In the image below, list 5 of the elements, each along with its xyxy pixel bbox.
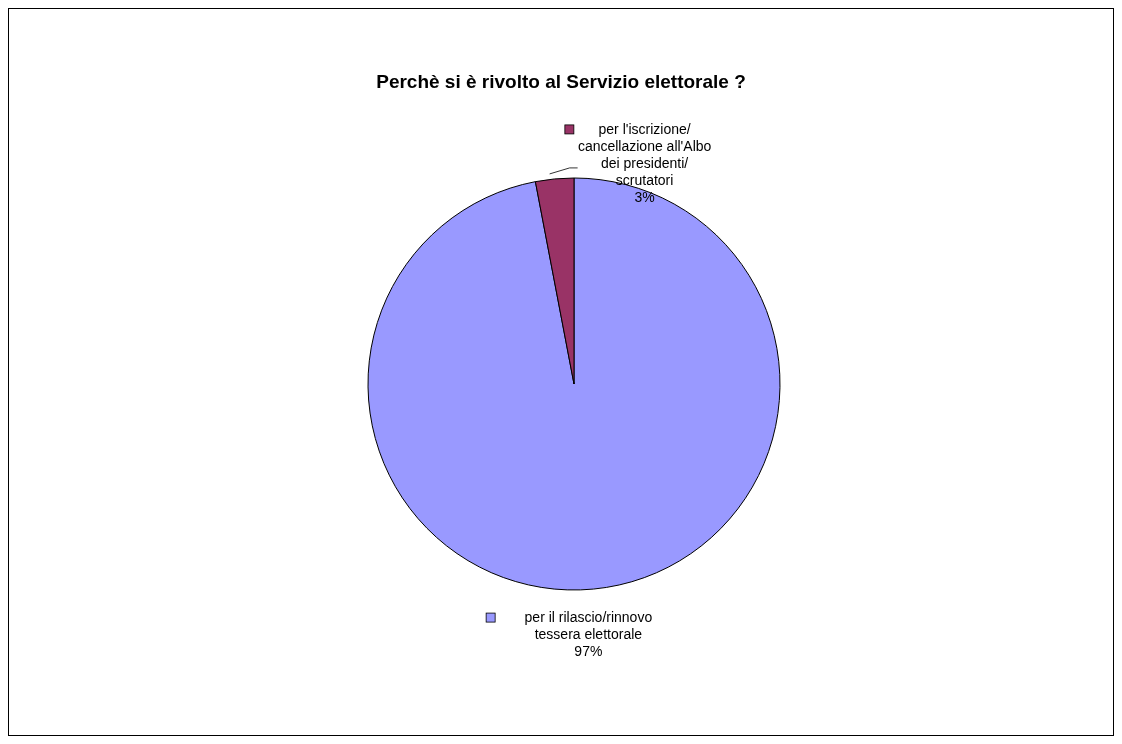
chart-title: Perchè si è rivolto al Servizio elettorale ? <box>375 71 747 93</box>
legend-label: per il rilascio/rinnovo tessera elettorale <box>524 609 653 643</box>
data-label: 97% <box>574 643 603 660</box>
data-label: 3% <box>634 188 655 205</box>
legend-label: per l'iscrizione/ cancellazione all'Albo dei presidenti/ scrutatori <box>577 120 712 188</box>
